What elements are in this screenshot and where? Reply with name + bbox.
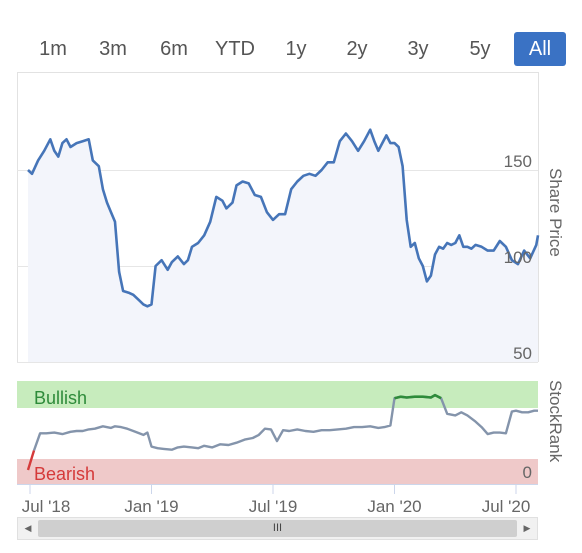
range-button-5y[interactable]: 5y — [456, 32, 504, 66]
range-button-3y[interactable]: 3y — [394, 32, 442, 66]
bullish-band-label: Bullish — [34, 388, 87, 408]
scrollbar-thumb[interactable]: III — [38, 520, 517, 537]
stockrank-axis-label: StockRank — [546, 380, 565, 463]
range-button-all[interactable]: All — [514, 32, 566, 66]
stockrank-start-segment — [26, 450, 36, 471]
x-tick-label: Jul '18 — [22, 497, 71, 516]
price-tick-label: 150 — [504, 152, 532, 171]
range-button-1y[interactable]: 1y — [272, 32, 320, 66]
x-tick-label: Jan '19 — [124, 497, 178, 516]
range-button-6m[interactable]: 6m — [150, 32, 198, 66]
price-tick-label: 50 — [513, 344, 532, 363]
scroll-left-arrow-icon[interactable]: ◀ — [24, 523, 32, 533]
stockrank-bullish-segment[interactable] — [394, 393, 442, 400]
range-selector: 1m 3m 6m YTD 1y 2y 3y 5y All — [0, 30, 582, 68]
price-area-fill — [28, 129, 538, 362]
price-line[interactable] — [27, 128, 540, 308]
range-button-1m[interactable]: 1m — [29, 32, 77, 66]
share-price-axis-label: Share Price — [546, 168, 565, 257]
bearish-band-label: Bearish — [34, 464, 95, 484]
bearish-band — [17, 459, 538, 484]
scrollbar-grip-icon: III — [272, 522, 283, 534]
x-tick-label: Jul '19 — [249, 497, 298, 516]
range-button-2y[interactable]: 2y — [333, 32, 381, 66]
stockrank-line[interactable] — [32, 393, 538, 451]
range-button-3m[interactable]: 3m — [89, 32, 137, 66]
price-tick-label: 100 — [504, 248, 532, 267]
stockrank-tick-0: 0 — [523, 463, 532, 482]
range-button-ytd[interactable]: YTD — [211, 32, 259, 66]
navigator-scrollbar[interactable]: ◀ III ▶ — [17, 517, 538, 540]
x-tick-label: Jan '20 — [367, 497, 421, 516]
scroll-right-arrow-icon[interactable]: ▶ — [523, 523, 531, 533]
x-tick-label: Jul '20 — [482, 497, 531, 516]
bullish-band — [17, 381, 538, 408]
